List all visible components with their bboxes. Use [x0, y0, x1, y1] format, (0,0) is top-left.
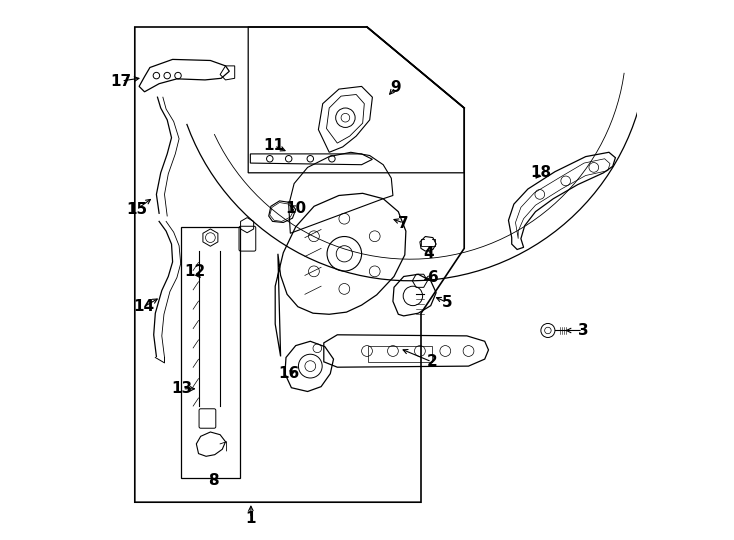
Text: 11: 11	[264, 138, 285, 153]
Text: 16: 16	[278, 366, 299, 381]
Text: 1: 1	[246, 511, 256, 526]
Text: 9: 9	[390, 80, 401, 95]
Text: 14: 14	[134, 299, 155, 314]
Text: 8: 8	[208, 473, 219, 488]
Text: 18: 18	[531, 165, 551, 180]
Text: 17: 17	[111, 73, 132, 89]
Text: 15: 15	[126, 202, 147, 217]
Text: 2: 2	[426, 354, 437, 369]
Text: 4: 4	[424, 246, 434, 261]
Text: 10: 10	[285, 201, 306, 216]
Text: 6: 6	[427, 269, 438, 285]
Text: 3: 3	[578, 323, 589, 338]
Text: 12: 12	[185, 264, 206, 279]
Text: 13: 13	[172, 381, 193, 396]
Bar	[368, 346, 432, 362]
Text: 5: 5	[442, 295, 452, 310]
Text: 7: 7	[399, 215, 409, 231]
